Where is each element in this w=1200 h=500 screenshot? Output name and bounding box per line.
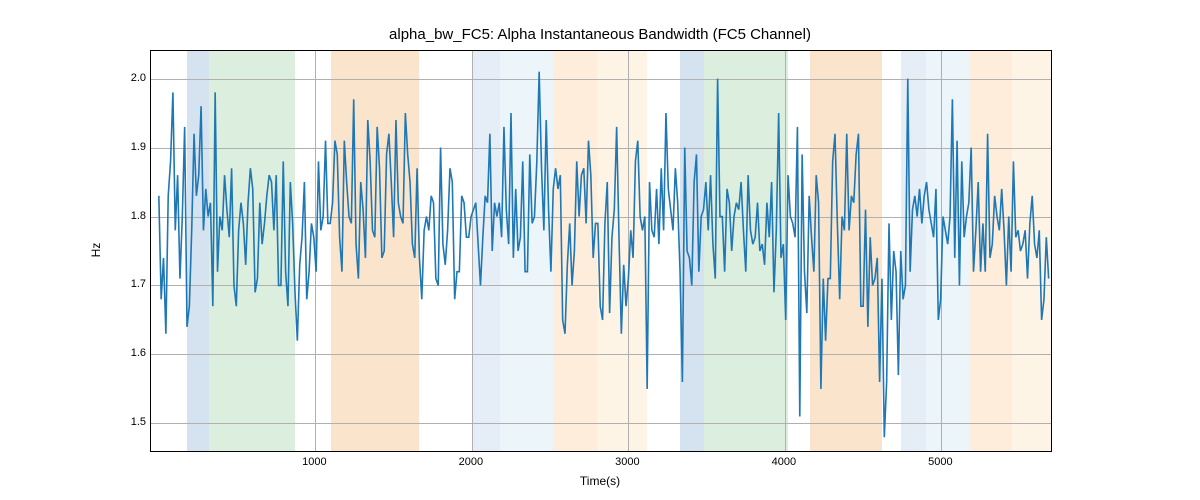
x-axis-label: Time(s) [580,474,620,488]
y-tick-label: 2.0 [112,72,146,84]
y-tick-label: 1.8 [112,210,146,222]
plot-area [150,50,1052,452]
y-tick-label: 1.9 [112,141,146,153]
y-tick-label: 1.7 [112,278,146,290]
figure: alpha_bw_FC5: Alpha Instantaneous Bandwi… [0,0,1200,500]
y-axis-label: Hz [89,243,103,258]
x-tick-label: 5000 [928,456,952,468]
x-tick-label: 2000 [459,456,483,468]
y-tick-label: 1.5 [112,416,146,428]
x-tick-label: 1000 [302,456,326,468]
line-series [151,51,1051,451]
x-tick-label: 3000 [615,456,639,468]
x-tick-label: 4000 [772,456,796,468]
y-tick-label: 1.6 [112,347,146,359]
chart-title: alpha_bw_FC5: Alpha Instantaneous Bandwi… [0,26,1200,43]
